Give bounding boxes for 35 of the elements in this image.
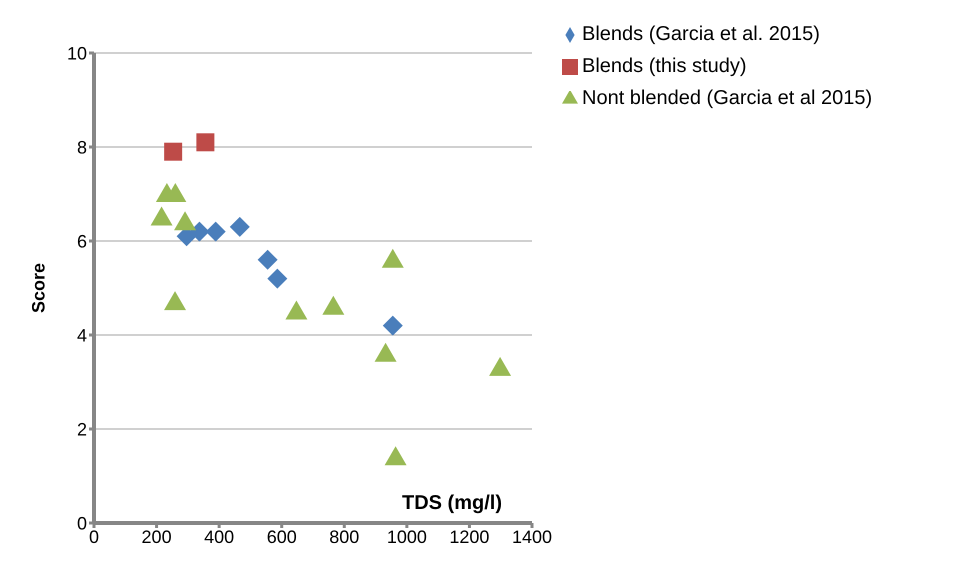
legend-label: Blends (this study) xyxy=(582,55,747,77)
x-tick-label: 1000 xyxy=(386,526,427,547)
x-tick-label: 1400 xyxy=(512,526,552,547)
x-tick-label: 400 xyxy=(204,526,234,547)
point xyxy=(489,356,512,376)
point xyxy=(382,248,404,268)
point xyxy=(196,133,214,152)
point xyxy=(267,268,288,289)
point xyxy=(164,291,186,310)
point xyxy=(382,316,403,336)
y-tick-label: 2 xyxy=(76,419,87,440)
y-axis-title: Score xyxy=(28,262,48,314)
legend-label: Nont blended (Garcia et al 2015) xyxy=(582,87,872,109)
x-tick-label: 200 xyxy=(142,526,172,547)
point xyxy=(150,206,173,226)
point xyxy=(374,342,397,362)
point xyxy=(285,300,308,320)
point xyxy=(189,222,210,242)
point xyxy=(164,142,182,161)
x-tick-label: 600 xyxy=(266,526,297,547)
y-tick-label: 6 xyxy=(76,231,87,252)
y-tick-label: 4 xyxy=(76,325,87,346)
point xyxy=(174,211,196,230)
x-axis-title: TDS (mg/l) xyxy=(402,492,502,514)
x-tick-label: 800 xyxy=(329,526,360,547)
x-tick-label: 1200 xyxy=(449,526,490,547)
point xyxy=(206,222,226,242)
y-tick-label: 10 xyxy=(66,43,87,64)
y-tick-label: 0 xyxy=(76,513,87,534)
point xyxy=(258,250,278,270)
point xyxy=(322,296,344,315)
y-tick-label: 8 xyxy=(76,137,87,158)
point xyxy=(384,446,407,466)
legend-label: Blends (Garcia et al. 2015) xyxy=(582,23,820,45)
point xyxy=(230,216,250,237)
